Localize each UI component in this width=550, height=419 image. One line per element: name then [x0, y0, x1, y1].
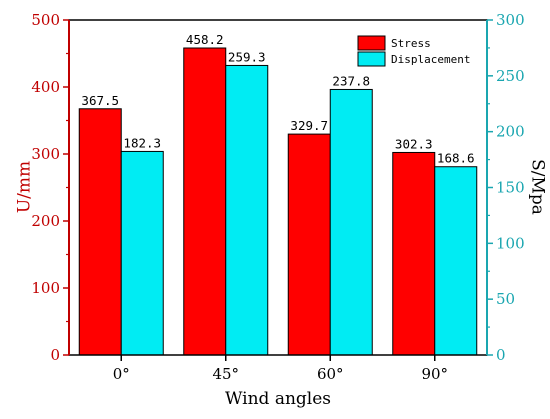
legend-swatch-displacement — [357, 51, 386, 67]
legend-swatch-stress — [357, 35, 386, 51]
value-label-stress-0: 367.5 — [81, 93, 119, 108]
x-axis-title: Wind angles — [225, 389, 331, 409]
left-tick-label-1: 100 — [31, 279, 60, 297]
right-tick-label-4: 200 — [496, 123, 525, 141]
right-tick-label-2: 100 — [496, 234, 525, 252]
legend-label-displacement: Displacement — [391, 53, 470, 66]
x-tick-label-3: 90° — [421, 365, 448, 383]
x-tick-label-1: 45° — [212, 365, 239, 383]
left-tick-label-3: 300 — [31, 145, 60, 163]
bar-displacement-1 — [225, 64, 269, 356]
left-tick-label-0: 0 — [50, 346, 60, 364]
value-label-displacement-3: 168.6 — [437, 151, 475, 166]
right-tick-label-1: 50 — [496, 290, 515, 308]
x-axis-ticks: 0° 45° 60° 90° — [113, 355, 448, 383]
y-left-axis-title: U/mm — [15, 161, 35, 213]
value-label-stress-1: 458.2 — [186, 32, 224, 47]
y-right-axis-title: S/Mpa — [528, 159, 548, 215]
bar-displacement-3 — [434, 166, 478, 356]
bar-displacement-2 — [329, 88, 373, 356]
right-axis-ticks: 0 50 100 150 200 250 300 — [487, 11, 525, 364]
legend: Stress Displacement — [357, 35, 470, 67]
right-tick-label-5: 250 — [496, 67, 525, 85]
bar-stress-3 — [392, 151, 436, 356]
bar-stress-2 — [287, 133, 331, 356]
value-label-stress-3: 302.3 — [395, 136, 433, 151]
value-label-displacement-0: 182.3 — [123, 135, 161, 150]
value-label-displacement-2: 237.8 — [332, 73, 370, 88]
left-axis-ticks: 0 100 200 300 400 500 — [31, 11, 69, 364]
legend-label-stress: Stress — [391, 37, 431, 50]
left-tick-label-2: 200 — [31, 212, 60, 230]
left-tick-label-4: 400 — [31, 78, 60, 96]
value-label-displacement-1: 259.3 — [228, 49, 266, 64]
right-tick-label-3: 150 — [496, 179, 525, 197]
right-tick-label-0: 0 — [496, 346, 506, 364]
value-label-stress-2: 329.7 — [290, 118, 328, 133]
bar-displacement-0 — [120, 150, 164, 356]
bar-stress-0 — [78, 108, 122, 356]
value-labels-layer: 367.5 182.3 458.2 259.3 329.7 237.8 302.3 168.6 — [81, 32, 474, 166]
left-tick-label-5: 500 — [31, 11, 60, 29]
right-tick-label-6: 300 — [496, 11, 525, 29]
bar-stress-1 — [183, 47, 227, 356]
bars-layer — [78, 47, 478, 356]
x-tick-label-0: 0° — [113, 365, 130, 383]
x-tick-label-2: 60° — [317, 365, 344, 383]
